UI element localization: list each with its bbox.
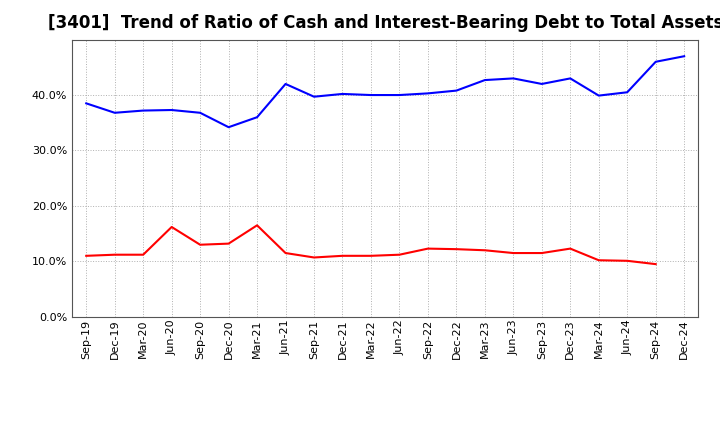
Interest-Bearing Debt — [167, 107, 176, 113]
Cash — [423, 246, 432, 251]
Line: Cash: Cash — [86, 225, 656, 264]
Cash — [139, 252, 148, 257]
Interest-Bearing Debt — [480, 77, 489, 83]
Interest-Bearing Debt — [423, 91, 432, 96]
Interest-Bearing Debt — [395, 92, 404, 98]
Interest-Bearing Debt — [310, 94, 318, 99]
Interest-Bearing Debt — [225, 125, 233, 130]
Cash — [623, 258, 631, 264]
Cash — [480, 248, 489, 253]
Cash — [310, 255, 318, 260]
Interest-Bearing Debt — [623, 90, 631, 95]
Cash — [196, 242, 204, 247]
Line: Interest-Bearing Debt: Interest-Bearing Debt — [86, 56, 684, 127]
Cash — [366, 253, 375, 258]
Cash — [253, 223, 261, 228]
Interest-Bearing Debt — [139, 108, 148, 113]
Interest-Bearing Debt — [652, 59, 660, 64]
Cash — [225, 241, 233, 246]
Interest-Bearing Debt — [196, 110, 204, 115]
Cash — [509, 250, 518, 256]
Interest-Bearing Debt — [595, 93, 603, 98]
Interest-Bearing Debt — [110, 110, 119, 115]
Interest-Bearing Debt — [338, 91, 347, 96]
Interest-Bearing Debt — [282, 81, 290, 87]
Interest-Bearing Debt — [566, 76, 575, 81]
Cash — [595, 257, 603, 263]
Cash — [338, 253, 347, 258]
Cash — [282, 250, 290, 256]
Cash — [537, 250, 546, 256]
Cash — [395, 252, 404, 257]
Cash — [452, 246, 461, 252]
Interest-Bearing Debt — [680, 54, 688, 59]
Cash — [167, 224, 176, 230]
Interest-Bearing Debt — [452, 88, 461, 93]
Cash — [652, 261, 660, 267]
Interest-Bearing Debt — [509, 76, 518, 81]
Interest-Bearing Debt — [537, 81, 546, 87]
Cash — [110, 252, 119, 257]
Cash — [82, 253, 91, 258]
Interest-Bearing Debt — [366, 92, 375, 98]
Interest-Bearing Debt — [253, 114, 261, 120]
Interest-Bearing Debt — [82, 101, 91, 106]
Cash — [566, 246, 575, 251]
Title: [3401]  Trend of Ratio of Cash and Interest-Bearing Debt to Total Assets: [3401] Trend of Ratio of Cash and Intere… — [48, 15, 720, 33]
